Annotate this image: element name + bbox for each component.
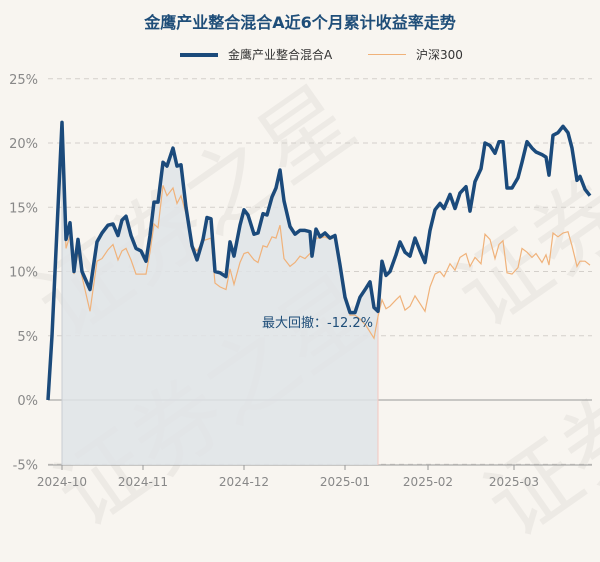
y-tick-label: 10% [9,266,38,281]
legend-fund-label: 金鹰产业整合混合A [228,48,333,62]
y-tick-label: 15% [9,201,38,216]
legend-fund-swatch [180,52,218,57]
legend-index-swatch [368,54,406,55]
x-tick-label: 2024-12 [219,475,269,489]
series-line-fund [46,120,592,401]
line-chart: 25% 20% 15% 10% 5% 0% -5% 2024-10 2024-11 2024-12… [9,73,592,489]
chart-title: 金鹰产业整合混合A近6个月累计收益率走势 [144,13,456,32]
y-tick-label: -5% [13,458,38,473]
x-tick-label: 2024-11 [118,475,168,489]
x-tick-label: 2025-02 [403,475,453,489]
y-tick-label: 25% [9,73,38,88]
x-tick-label: 2025-03 [489,475,539,489]
legend-fund: 金鹰产业整合混合A [180,46,332,63]
max-drawdown-label: 最大回撤：-12.2% [262,315,373,331]
max-drawdown-area [62,122,378,465]
x-tick-label: 2024-10 [37,475,87,489]
y-tick-label: 0% [17,394,38,409]
y-tick-label: 20% [9,137,38,152]
legend-index: 沪深300 [368,46,463,63]
x-tick-label: 2025-01 [320,475,370,489]
y-tick-label: 5% [17,330,38,345]
legend-index-label: 沪深300 [416,48,463,62]
